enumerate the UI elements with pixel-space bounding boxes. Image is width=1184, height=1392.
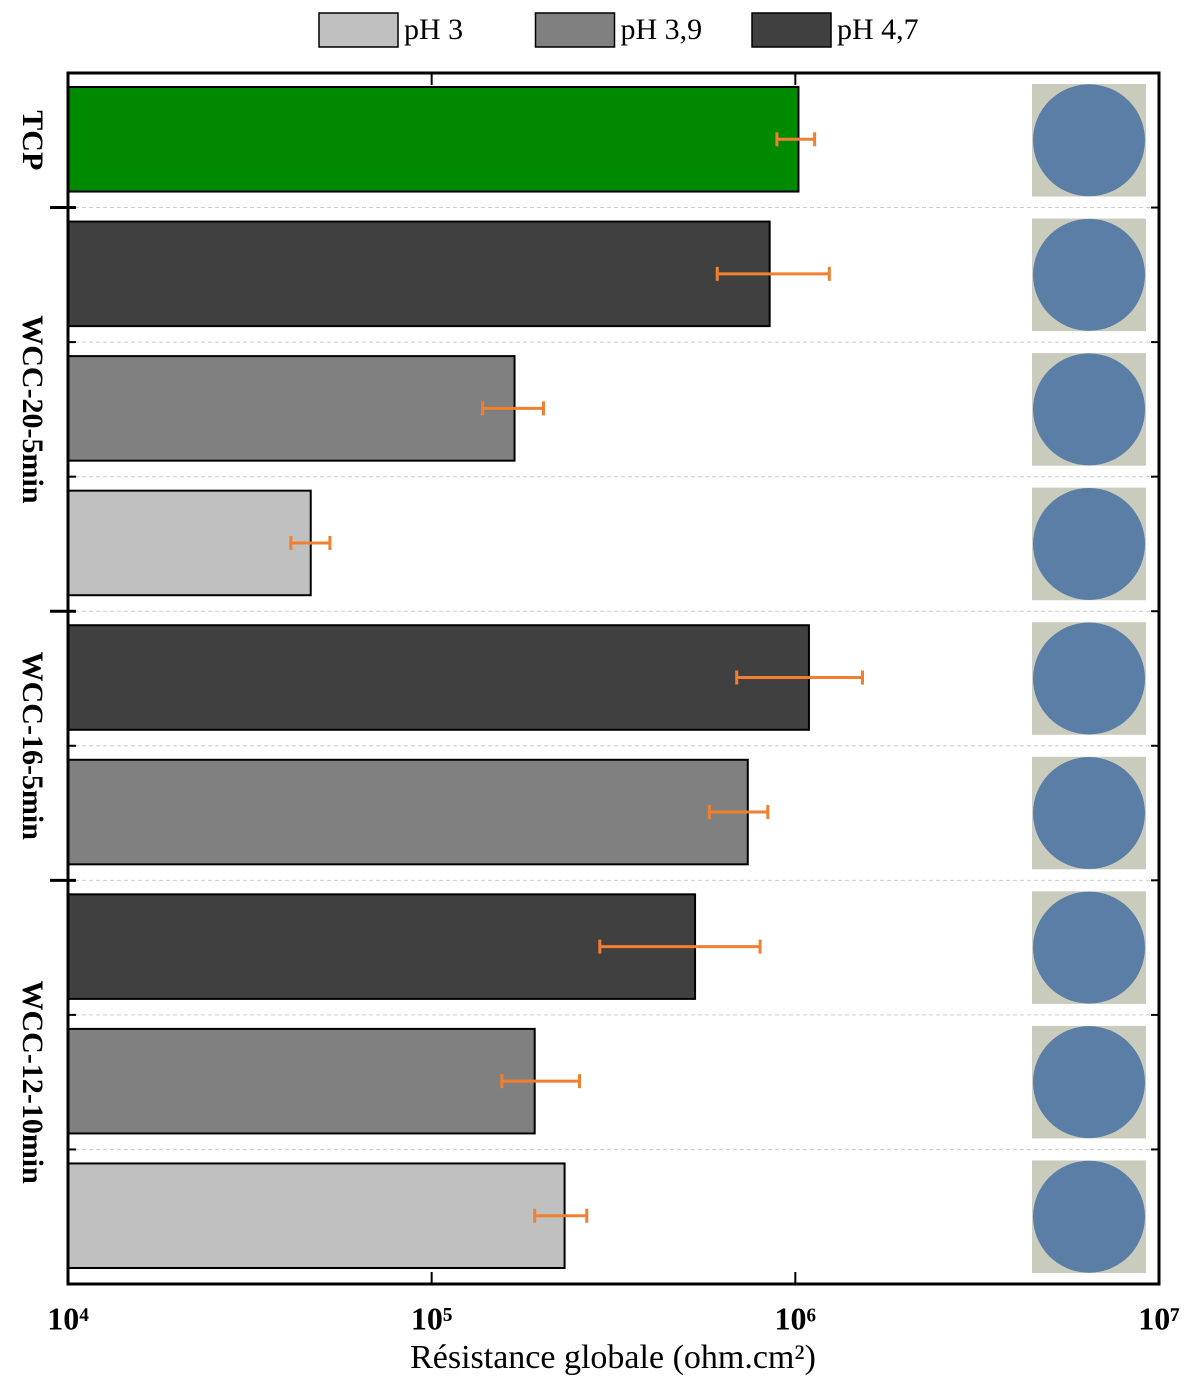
error-bar: [533, 1208, 589, 1223]
legend-label: pH 4,7: [837, 13, 919, 46]
sample-disc: [1033, 622, 1145, 735]
bar: [67, 893, 697, 1000]
sample-disc: [1033, 487, 1145, 600]
error-bar: [481, 401, 545, 416]
legend-label: pH 3,9: [621, 13, 703, 46]
bar: [67, 355, 516, 462]
sample-disc: [1033, 757, 1145, 870]
error-bar: [715, 266, 831, 281]
group-label: WCC-20-5min: [16, 315, 49, 504]
error-bar: [598, 939, 762, 954]
x-tick-label: 10⁶: [775, 1300, 817, 1336]
error-bar: [735, 670, 864, 685]
bar: [67, 1162, 566, 1270]
x-tick-label: 10⁵: [411, 1300, 453, 1336]
error-bar: [500, 1074, 582, 1089]
sample-disc: [1033, 218, 1145, 331]
x-axis-label: Résistance globale (ohm.cm²): [410, 1339, 816, 1376]
sample-disc: [1033, 84, 1145, 197]
sample-disc: [1033, 1160, 1145, 1273]
bar: [67, 1027, 536, 1135]
sample-disc: [1033, 353, 1145, 466]
group-label: WCC-12-10min: [16, 981, 49, 1185]
sample-disc: [1033, 891, 1145, 1004]
legend-swatch: [318, 12, 399, 48]
legend-label: pH 3: [404, 13, 463, 46]
x-tick-label: 10⁷: [1138, 1300, 1180, 1336]
legend-swatch: [534, 12, 616, 48]
bar: [67, 86, 800, 193]
sample-disc: [1033, 1026, 1145, 1139]
legend-swatch: [751, 12, 832, 48]
bar: [67, 758, 749, 866]
error-bar: [775, 132, 817, 147]
bar: [67, 220, 771, 328]
error-bar: [707, 805, 770, 820]
error-bar: [289, 535, 332, 550]
group-label: TCP: [16, 110, 49, 170]
plot-frame: [66, 71, 1161, 1286]
bar: [67, 489, 312, 597]
group-label: WCC-16-5min: [16, 652, 49, 841]
x-tick-label: 10⁴: [47, 1300, 89, 1336]
bar: [67, 624, 810, 731]
